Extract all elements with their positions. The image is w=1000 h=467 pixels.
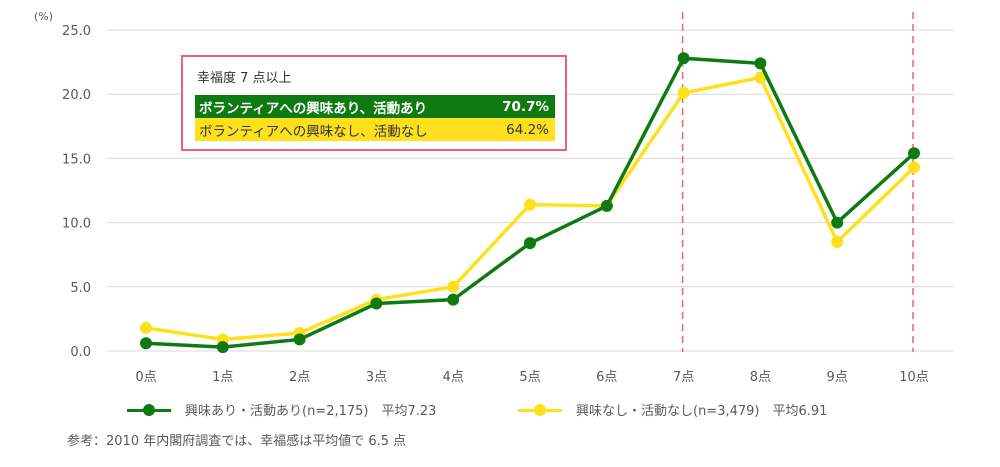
data-point-marker [140, 321, 152, 334]
data-point-marker [140, 337, 152, 350]
legend-marker-green-icon [127, 403, 171, 417]
data-point-marker [831, 235, 844, 248]
legend-marker-yellow-icon [518, 403, 562, 417]
callout-title: 幸福度 7 点以上 [197, 71, 292, 86]
x-tick-label: 1点 [212, 370, 233, 385]
legend-item-series1: 興味あり・活動あり(n=2,175) 平均7.23 [127, 400, 436, 419]
x-axis-ticks: 0点 1点 2点 3点 4点 5点 6点 7点 8点 9点 10点 [135, 370, 928, 385]
legend-item-series2: 興味なし・活動なし(n=3,479) 平均6.91 [518, 400, 827, 419]
y-tick-label: 0.0 [70, 345, 91, 360]
x-tick-label: 5点 [519, 370, 540, 385]
callout-row-value: 70.7% [502, 98, 549, 115]
data-point-marker [370, 297, 383, 310]
data-point-marker [293, 333, 306, 346]
y-tick-label: 20.0 [62, 88, 91, 103]
data-point-marker [447, 280, 460, 293]
x-tick-label: 7点 [673, 370, 694, 385]
dashed-reference-lines [681, 12, 914, 352]
y-tick-label: 15.0 [62, 152, 91, 167]
data-point-marker [754, 57, 767, 70]
callout-row-interest-active: ボランティアへの興味あり、活動あり 70.7% [195, 95, 555, 118]
reference-note: 参考：2010 年内閣府調査では、幸福感は平均値で 6.5 点 [67, 434, 407, 449]
x-tick-label: 9点 [827, 370, 848, 385]
data-point-marker [754, 71, 767, 84]
y-axis-ticks: 0.0 5.0 10.0 15.0 20.0 25.0 [62, 24, 91, 360]
data-point-marker [216, 341, 229, 354]
data-point-marker [908, 147, 920, 160]
x-tick-label: 6点 [596, 370, 617, 385]
callout-row-label: ボランティアへの興味あり、活動あり [199, 100, 428, 117]
data-point-marker [600, 199, 613, 212]
x-tick-label: 0点 [135, 370, 156, 385]
data-point-marker [908, 161, 920, 174]
callout-row-value: 64.2% [506, 121, 549, 138]
x-tick-label: 2点 [289, 370, 310, 385]
data-point-marker [677, 86, 690, 99]
y-tick-label: 5.0 [70, 281, 91, 296]
data-point-marker [831, 216, 844, 229]
line-chart: 0.0 5.0 10.0 15.0 20.0 25.0 (%) 0点 1点 2点 3点 4点 5点 6… [34, 10, 953, 385]
x-tick-label: 4点 [443, 370, 464, 385]
callout-box: 幸福度 7 点以上 ボランティアへの興味あり、活動あり 70.7% ボランティア… [181, 55, 567, 151]
y-axis-unit: (%) [34, 10, 53, 23]
y-tick-label: 10.0 [62, 217, 91, 232]
x-tick-label: 10点 [899, 370, 929, 385]
data-series [140, 52, 920, 354]
series-interest-active [140, 52, 920, 354]
y-tick-label: 25.0 [62, 24, 91, 39]
data-point-marker [677, 52, 690, 65]
x-tick-label: 8点 [750, 370, 771, 385]
callout-row-no-interest-inactive: ボランティアへの興味なし、活動なし 64.2% [195, 118, 555, 141]
data-point-marker [524, 237, 536, 250]
chart-legend: 興味あり・活動あり(n=2,175) 平均7.23 興味なし・活動なし(n=3,… [0, 400, 1000, 422]
data-point-marker [447, 293, 460, 306]
legend-label: 興味あり・活動あり(n=2,175) 平均7.23 [185, 404, 437, 419]
x-tick-label: 3点 [366, 370, 387, 385]
data-point-marker [524, 198, 536, 211]
legend-label: 興味なし・活動なし(n=3,479) 平均6.91 [576, 404, 828, 419]
callout-row-label: ボランティアへの興味なし、活動なし [199, 123, 428, 140]
